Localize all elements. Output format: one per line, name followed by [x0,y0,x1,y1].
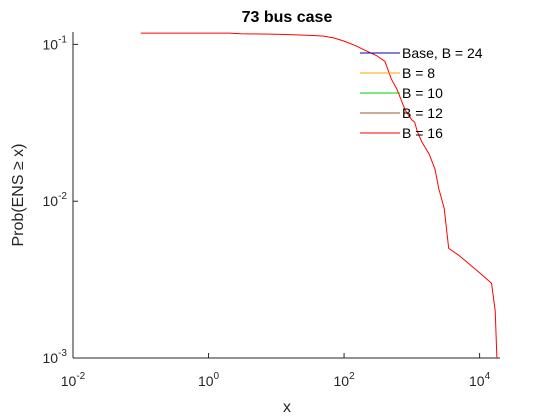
legend-label: B = 8 [402,65,435,81]
legend-label: B = 16 [402,125,443,141]
x-tick-label-exponent: 2 [349,371,355,382]
x-tick-label-base: 10 [469,373,485,389]
series-line-5 [140,32,498,359]
x-axis-label: x [283,399,291,416]
y-tick-label: 10-3 [43,348,68,366]
x-tick-label-base: 10 [333,373,349,389]
x-tick-label: 102 [333,371,355,389]
x-tick-label-exponent: 4 [485,371,491,382]
chart-title: 73 bus case [242,9,333,26]
y-tick-label-base: 10 [43,36,59,52]
y-tick-label-exponent: -3 [58,348,67,359]
x-tick-label: 100 [198,371,220,389]
legend-label: B = 10 [402,85,443,101]
x-tick-label: 104 [469,371,491,389]
x-tick-label-exponent: 0 [214,371,220,382]
x-ticks: 10-2 100 102 104 [61,353,491,389]
x-tick-label-base: 10 [198,373,214,389]
y-axis-label: Prob(ENS ≥ x) [10,143,27,246]
x-tick-label-base: 10 [61,373,77,389]
legend-label: B = 12 [402,105,443,121]
x-tick-label-exponent: -2 [76,371,85,382]
legend-label: Base, B = 24 [402,45,483,61]
plot-area: 10-2 100 102 104 10-310-210-1 [43,32,500,389]
y-tick-label-exponent: -1 [58,34,67,45]
series-lines [140,32,498,359]
y-tick-label-base: 10 [43,350,59,366]
y-tick-label: 10-2 [43,191,68,209]
x-tick-label: 10-2 [61,371,86,389]
y-tick-label-exponent: -2 [58,191,67,202]
y-tick-label: 10-1 [43,34,68,52]
y-ticks: 10-310-210-1 [43,34,78,366]
y-tick-label-base: 10 [43,193,59,209]
legend: Base, B = 24 B = 8 B = 10 B = 12 B = 16 [360,45,483,141]
